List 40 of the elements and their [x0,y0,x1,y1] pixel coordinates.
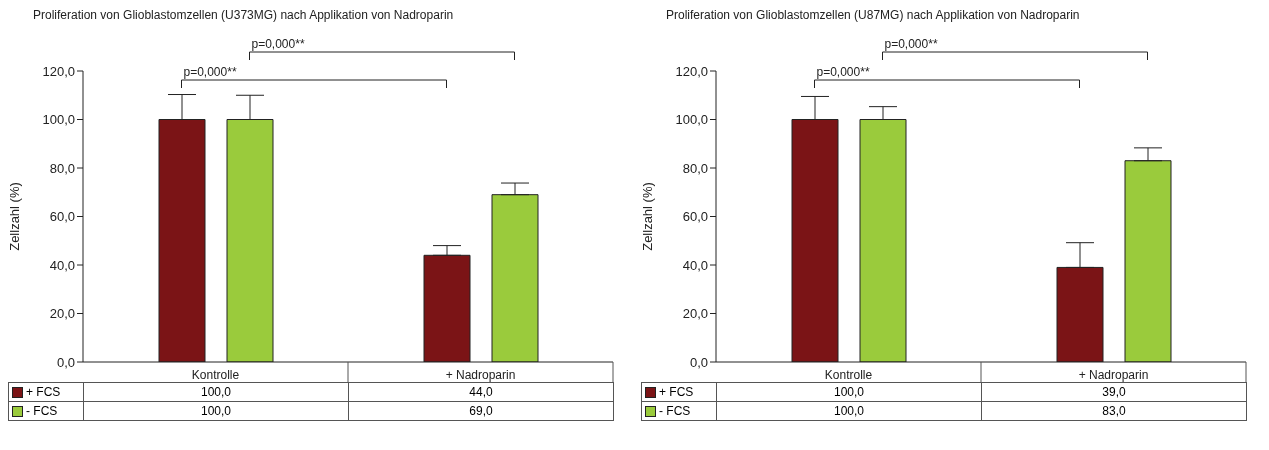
x-tick-label: + Nadroparin [1078,367,1149,382]
data-label: 69,0 [348,401,614,421]
annotation: p=0,000** [816,65,870,79]
legend-label: - FCS [641,401,717,421]
y-tick-label: 120,0 [675,63,708,79]
y-tick-label: 40,0 [682,257,708,273]
legend-label: + FCS [8,382,84,402]
y-tick-label: 0,0 [56,354,75,370]
y-tick-label: 20,0 [682,306,708,322]
chart-title: Proliferation von Glioblastomzellen (U87MG) nach Applikation von Nadroparin [665,8,1081,24]
y-tick-label: 100,0 [42,112,75,128]
significance-bracket: p=0,000** [814,65,1080,89]
y-tick-label: 80,0 [682,160,708,176]
data-label: 100,0 [716,401,982,421]
y-tick-label: 20,0 [49,306,75,322]
data-label: 44,0 [348,382,614,402]
legend-label: + FCS [641,382,717,402]
y-axis-title: Zellzahl (%) [6,182,22,251]
x-tick-label: Kontrolle [824,367,873,382]
legend-label: - FCS [8,401,84,421]
y-tick-label: 120,0 [42,63,75,79]
significance-bracket: p=0,000** [181,65,447,89]
y-axis-title: Zellzahl (%) [639,182,655,251]
y-tick-label: 0,0 [689,354,708,370]
y-tick-label: 60,0 [682,209,708,225]
data-label: 100,0 [716,382,982,402]
y-tick-label: 100,0 [675,112,708,128]
data-label: 39,0 [981,382,1247,402]
chart-title: Proliferation von Glioblastomzellen (U373MG) nach Applikation von Nadroparin [32,8,455,24]
x-tick-label: + Nadroparin [445,367,516,382]
y-tick-label: 60,0 [49,209,75,225]
data-label: 83,0 [981,401,1247,421]
significance-bracket: p=0,000** [882,37,1148,61]
x-tick-label: Kontrolle [191,367,240,382]
y-tick-label: 40,0 [49,257,75,273]
y-tick-label: 80,0 [49,160,75,176]
data-label: 100,0 [83,401,349,421]
data-label: 100,0 [83,382,349,402]
significance-bracket: p=0,000** [249,37,515,61]
annotation: p=0,000** [183,65,237,79]
